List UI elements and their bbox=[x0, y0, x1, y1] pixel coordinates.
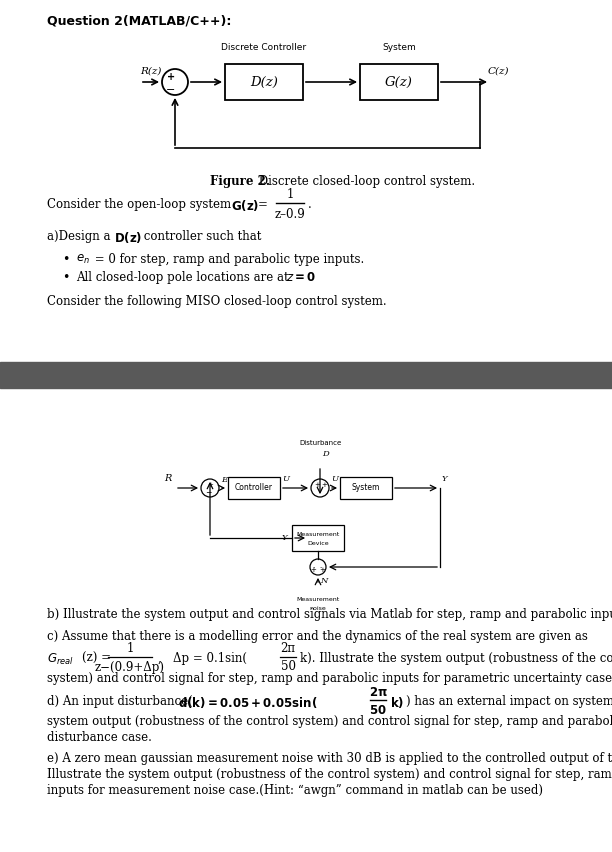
Text: R(z): R(z) bbox=[140, 67, 162, 76]
Text: ) has an external impact on system behaviour. Illustrate the: ) has an external impact on system behav… bbox=[406, 695, 612, 708]
Text: d) An input disturbance(: d) An input disturbance( bbox=[47, 695, 196, 708]
Text: =: = bbox=[258, 198, 268, 211]
Bar bbox=[225, 64, 303, 100]
Bar bbox=[228, 477, 280, 499]
Text: Device: Device bbox=[307, 541, 329, 545]
Text: $\mathbf{G(z)}$: $\mathbf{G(z)}$ bbox=[231, 198, 259, 213]
Text: 1: 1 bbox=[286, 188, 294, 202]
Text: •: • bbox=[62, 271, 69, 284]
Text: Consider the open-loop system: Consider the open-loop system bbox=[47, 198, 239, 211]
Text: Question 2(MATLAB/C++):: Question 2(MATLAB/C++): bbox=[47, 14, 231, 27]
Bar bbox=[360, 64, 438, 100]
Bar bbox=[340, 477, 392, 499]
Text: system output (robustness of the control system) and control signal for step, ra: system output (robustness of the control… bbox=[47, 715, 612, 728]
Text: $\mathbf{2\pi}$: $\mathbf{2\pi}$ bbox=[368, 686, 387, 699]
Text: +: + bbox=[319, 567, 325, 573]
Text: D(z): D(z) bbox=[250, 76, 278, 89]
Text: $\mathbf{k)}$: $\mathbf{k)}$ bbox=[390, 695, 404, 710]
Text: a)Design a: a)Design a bbox=[47, 230, 118, 243]
Text: D: D bbox=[322, 450, 329, 458]
Text: .: . bbox=[308, 198, 312, 211]
Text: z–0.9: z–0.9 bbox=[275, 208, 305, 221]
Text: z−(0.9+Δp): z−(0.9+Δp) bbox=[95, 660, 165, 673]
Text: Controller: Controller bbox=[235, 483, 273, 492]
Text: (z) =: (z) = bbox=[82, 652, 111, 665]
Text: system) and control signal for step, ramp and parabolic inputs for parametric un: system) and control signal for step, ram… bbox=[47, 672, 612, 685]
Text: All closed-loop pole locations are at: All closed-loop pole locations are at bbox=[76, 271, 296, 284]
Text: = 0 for step, ramp and parabolic type inputs.: = 0 for step, ramp and parabolic type in… bbox=[91, 253, 364, 266]
Bar bbox=[292, 525, 344, 551]
Text: $e_n$: $e_n$ bbox=[76, 253, 90, 266]
Text: +: + bbox=[207, 482, 213, 488]
Text: $G_{real}$: $G_{real}$ bbox=[47, 652, 74, 667]
Text: $\mathbf{d(k) = 0.05 + 0.05sin(}$: $\mathbf{d(k) = 0.05 + 0.05sin(}$ bbox=[178, 695, 318, 710]
Text: 1: 1 bbox=[126, 642, 133, 655]
Text: +: + bbox=[167, 72, 175, 82]
Text: Disturbance: Disturbance bbox=[299, 440, 341, 446]
Text: U: U bbox=[331, 475, 338, 483]
Text: noise: noise bbox=[310, 606, 326, 611]
Text: $\mathbf{50}$: $\mathbf{50}$ bbox=[369, 704, 387, 717]
Text: −: − bbox=[205, 488, 211, 498]
Text: $z\mathbf{=0}$: $z\mathbf{=0}$ bbox=[286, 271, 316, 284]
Text: System: System bbox=[382, 43, 416, 53]
Text: Consider the following MISO closed-loop control system.: Consider the following MISO closed-loop … bbox=[47, 295, 387, 308]
Text: G(z): G(z) bbox=[385, 76, 413, 89]
Text: E: E bbox=[221, 476, 227, 484]
Text: +: + bbox=[314, 482, 320, 488]
Text: R: R bbox=[165, 474, 172, 483]
Text: U: U bbox=[282, 475, 289, 483]
Text: Measurement: Measurement bbox=[296, 597, 340, 602]
Bar bbox=[0, 362, 612, 388]
Text: Discrete closed-loop control system.: Discrete closed-loop control system. bbox=[255, 175, 475, 188]
Text: e) A zero mean gaussian measurement noise with 30 dB is applied to the controlle: e) A zero mean gaussian measurement nois… bbox=[47, 752, 612, 765]
Text: k). Illustrate the system output (robustness of the control: k). Illustrate the system output (robust… bbox=[300, 652, 612, 665]
Text: Figure 2.: Figure 2. bbox=[210, 175, 270, 188]
Text: Y: Y bbox=[442, 475, 447, 483]
Text: −: − bbox=[166, 85, 176, 95]
Text: Discrete Controller: Discrete Controller bbox=[222, 43, 307, 53]
Text: Illustrate the system output (robustness of the control system) and control sign: Illustrate the system output (robustness… bbox=[47, 768, 612, 781]
Text: ..: .. bbox=[319, 563, 323, 568]
Text: c) Assume that there is a modelling error and the dynamics of the real system ar: c) Assume that there is a modelling erro… bbox=[47, 630, 588, 643]
Text: Measurement: Measurement bbox=[296, 532, 340, 537]
Text: Y: Y bbox=[282, 534, 287, 542]
Text: $\mathbf{D(z)}$: $\mathbf{D(z)}$ bbox=[114, 230, 143, 245]
Text: System: System bbox=[352, 483, 380, 492]
Text: +: + bbox=[310, 567, 316, 573]
Text: N: N bbox=[320, 577, 327, 585]
Text: 50: 50 bbox=[280, 660, 296, 673]
Text: ,   Δp = 0.1sin(: , Δp = 0.1sin( bbox=[158, 652, 247, 665]
Text: +: + bbox=[321, 482, 327, 488]
Text: inputs for measurement noise case.(Hint: “awgn” command in matlab can be used): inputs for measurement noise case.(Hint:… bbox=[47, 784, 543, 797]
Text: 2π: 2π bbox=[280, 642, 296, 655]
Text: C(z): C(z) bbox=[488, 67, 510, 76]
Text: disturbance case.: disturbance case. bbox=[47, 731, 152, 744]
Text: b) Illustrate the system output and control signals via Matlab for step, ramp an: b) Illustrate the system output and cont… bbox=[47, 608, 612, 621]
Text: controller such that: controller such that bbox=[140, 230, 261, 243]
Text: •: • bbox=[62, 253, 69, 266]
Text: ..: .. bbox=[312, 563, 316, 568]
